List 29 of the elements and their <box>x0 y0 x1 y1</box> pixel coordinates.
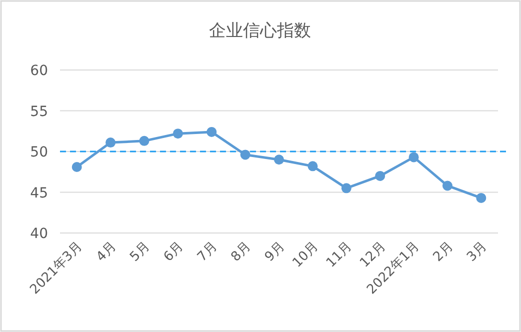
point <box>172 128 183 139</box>
x-tick-label: 9月 <box>262 239 288 265</box>
point <box>72 162 82 172</box>
point <box>206 126 217 137</box>
point <box>476 192 486 203</box>
point <box>442 180 452 191</box>
point <box>308 161 318 172</box>
point <box>408 152 419 162</box>
y-tick-label: 60 <box>30 63 48 79</box>
x-tick-label: 10月 <box>290 239 322 271</box>
x-tick-label: 6月 <box>161 239 187 265</box>
x-tick-label: 8月 <box>228 239 254 265</box>
y-tick-label: 55 <box>30 104 48 120</box>
x-tick-label: 11月 <box>324 239 356 271</box>
x-tick-label: 5月 <box>127 239 154 265</box>
x-tick-label: 3月 <box>464 239 490 265</box>
title: 企业信心指数 <box>209 21 311 41</box>
point <box>274 154 284 165</box>
x-tick-label: 7月 <box>194 239 220 265</box>
point <box>240 150 250 160</box>
y-tick-label: 45 <box>30 185 48 202</box>
x-tick-label: 2月 <box>430 239 456 265</box>
y-tick-label: 50 <box>30 144 48 160</box>
point <box>375 170 386 181</box>
point <box>341 183 352 194</box>
point <box>106 138 116 148</box>
point <box>139 136 150 146</box>
y-tick-label: 40 <box>30 226 48 242</box>
x-tick-label: 4月 <box>94 239 120 265</box>
